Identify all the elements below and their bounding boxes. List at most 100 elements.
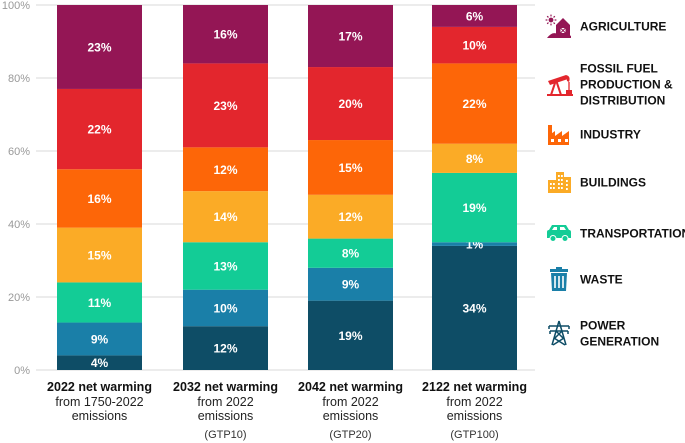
data-label: 8% [466,152,484,166]
legend-item-fossil: FOSSIL FUEL PRODUCTION & DISTRIBUTION [547,62,673,108]
data-label: 13% [213,259,237,273]
legend-item-power: POWER GENERATION [548,319,659,349]
bar-stack: 34%1%19%8%22%10%6% [432,5,517,370]
legend-item-industry: INDUSTRY [548,125,641,145]
category-label-line: (GTP20) [329,429,371,441]
y-tick-label: 20% [8,292,30,304]
bar-segment-agriculture [183,5,268,64]
data-label: 19% [462,201,486,215]
bar-segment-transportation [432,172,517,243]
data-label: 11% [88,296,112,310]
y-tick-label: 0% [14,365,30,377]
category-label-line: 2122 net warming [422,380,527,394]
bar-stack: 4% 9% 11% 15% 16% 22% 23% [57,5,142,370]
legend-label: WASTE [580,273,623,287]
bar-segment-buildings [308,194,393,239]
category-label-line: from 2022 [197,395,253,409]
bar-segment-fossil [183,63,268,148]
bar-segment-power [57,355,142,370]
data-label: 12% [213,163,237,177]
category-label-line: emissions [72,409,128,423]
category-label-line: from 2022 [322,395,378,409]
data-label: 12% [338,210,362,224]
legend-label: PRODUCTION & [580,78,673,92]
category-label-line: emissions [447,409,503,423]
bar-segment-industry [183,147,268,192]
data-label: 20% [338,97,362,111]
legend-item-transportation: TRANSPORTATION [547,225,685,242]
data-label: 10% [213,301,237,315]
bar-segment-transportation [57,282,142,323]
legend-label: GENERATION [580,335,659,349]
bar-segment-buildings [57,227,142,283]
bar-segment-buildings [183,191,268,243]
y-tick-label: 80% [8,73,30,85]
bar-segment-power [308,300,393,370]
bar-stack: 12% 10% 13% 14% 12% 23% 16% [183,5,268,370]
bar-segment-agriculture [432,5,517,27]
data-label: 8% [342,247,360,261]
data-label: 15% [87,249,111,263]
data-label: 10% [462,39,486,53]
bar-segment-waste [432,242,517,246]
bar-segment-power [183,326,268,370]
bar-segment-waste [183,289,268,327]
bars: 4% 9% 11% 15% 16% 22% 23% 12% 10% 13% 14% 12% 23% 16%… [57,5,517,370]
legend-item-waste: WASTE [550,267,623,291]
data-label: 6% [466,9,484,23]
bar-stack: 19% 9% 8% 12% 15% 20% 17% [308,5,393,370]
data-label: 23% [87,40,111,54]
data-label: 34% [462,301,486,315]
legend-label: DISTRIBUTION [580,94,665,108]
bar-segment-waste [308,267,393,301]
bar-segment-buildings [432,143,517,173]
trash-can-icon [550,267,568,291]
factory-icon [548,125,569,145]
car-icon [547,225,571,242]
bar-segment-industry [57,169,142,228]
category-label-line: emissions [323,409,379,423]
data-label: 22% [462,97,486,111]
buildings-icon [548,172,571,193]
bar-segment-fossil [57,88,142,170]
y-tick-label: 40% [8,219,30,231]
category-label-line: (GTP10) [204,429,246,441]
bar-segment-agriculture [308,5,393,68]
category-label-line: from 1750-2022 [55,395,143,409]
y-tick-label: 100% [2,0,30,12]
bar-segment-transportation [308,238,393,268]
data-label: 12% [213,342,237,356]
data-label: 22% [87,123,111,137]
data-label: 9% [342,278,360,292]
y-tick-label: 60% [8,146,30,158]
legend-label: BUILDINGS [580,176,646,190]
legend-label: TRANSPORTATION [580,227,685,241]
bar-segment-fossil [308,67,393,141]
legend-label: INDUSTRY [580,128,641,142]
legend: AGRICULTURE FOSSIL FUEL PRODUCTION & DISTRI… [545,14,685,349]
category-label-line: 2042 net warming [298,380,403,394]
legend-label: FOSSIL FUEL [580,62,658,76]
bar-segment-industry [432,63,517,144]
y-axis-tick-labels: 0% 20% 40% 60% 80% 100% [2,0,30,377]
category-label-line: emissions [198,409,254,423]
category-label-line: 2022 net warming [47,380,152,394]
data-label: 16% [213,28,237,42]
bar-segment-transportation [183,242,268,290]
bar-segment-industry [308,140,393,195]
legend-item-buildings: BUILDINGS [548,172,646,193]
category-label-line: 2032 net warming [173,380,278,394]
bar-segment-waste [57,322,142,356]
data-label: 23% [213,99,237,113]
oil-pump-icon [547,75,573,96]
data-label: 19% [338,329,362,343]
bar-segment-fossil [432,26,517,64]
bar-segment-power [432,245,517,370]
legend-label: AGRICULTURE [580,20,666,34]
